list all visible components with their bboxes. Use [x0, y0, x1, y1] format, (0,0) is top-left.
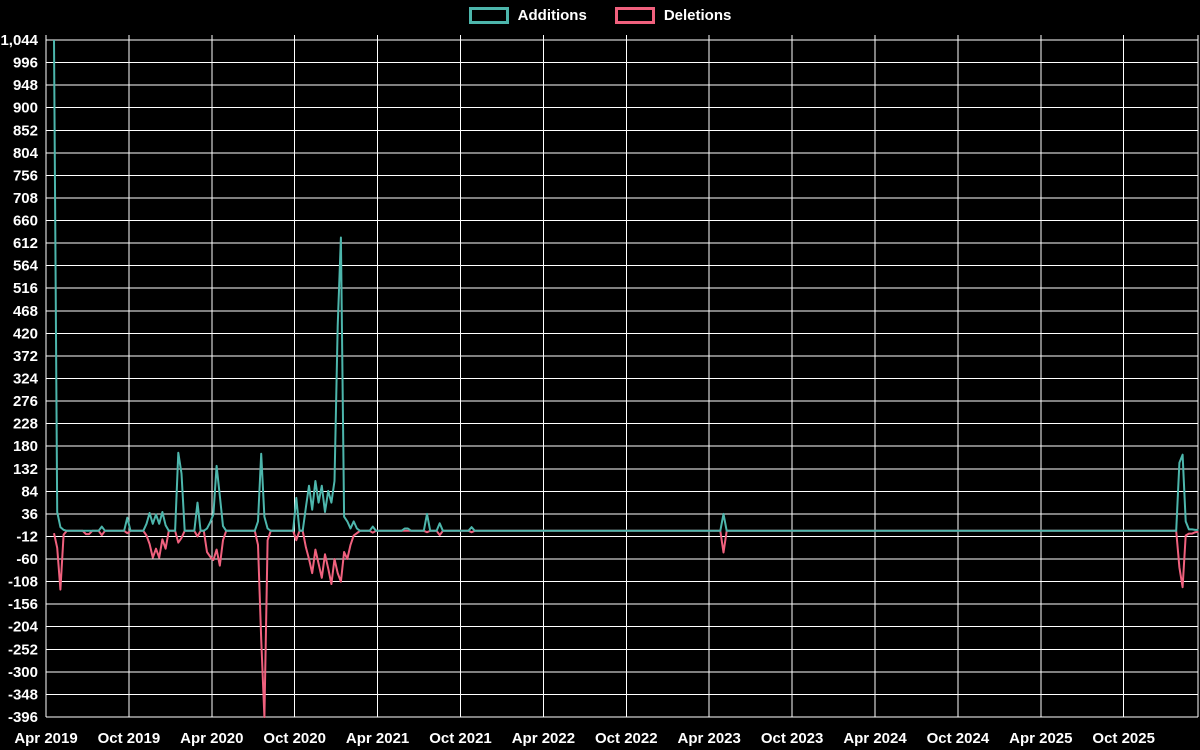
x-axis-label: Oct 2019	[98, 730, 161, 747]
y-axis-label: -12	[16, 529, 38, 546]
y-axis-labels: 1,044 996 948 900 852 804 756 708 660 612 564 516 46…	[0, 32, 38, 726]
y-axis-label: -348	[8, 686, 38, 703]
y-axis-label: 372	[13, 348, 38, 365]
additions-swatch-icon	[468, 7, 509, 24]
y-axis-label: 804	[13, 145, 39, 162]
x-axis-label: Apr 2020	[180, 730, 243, 747]
x-axis-label: Oct 2020	[263, 730, 326, 747]
x-axis-label: Oct 2024	[927, 730, 990, 747]
legend-item-deletions[interactable]: Deletions	[614, 7, 732, 24]
y-axis-label: 84	[21, 483, 38, 500]
legend-item-additions[interactable]: Additions	[468, 7, 587, 24]
y-axis-label: -108	[8, 574, 38, 591]
y-axis-label: -204	[8, 619, 39, 636]
x-axis-labels: Apr 2019 Oct 2019 Apr 2020 Oct 2020 Apr 2021…	[14, 730, 1155, 747]
x-axis-label: Apr 2023	[678, 730, 741, 747]
x-axis-label: Oct 2022	[595, 730, 658, 747]
y-axis-label: -60	[16, 551, 38, 568]
y-axis-label: 900	[13, 100, 38, 117]
y-axis-label: 132	[13, 461, 38, 478]
legend-label-additions: Additions	[517, 7, 587, 24]
deletions-swatch-icon	[614, 7, 655, 24]
x-axis-label: Oct 2023	[761, 730, 824, 747]
y-axis-label: -300	[8, 664, 38, 681]
y-axis-label: 708	[13, 190, 38, 207]
legend-label-deletions: Deletions	[663, 7, 732, 24]
y-axis-label: 948	[13, 77, 38, 94]
y-axis-label: -156	[8, 596, 38, 613]
y-axis-label: 468	[13, 303, 38, 320]
x-axis-label: Oct 2025	[1092, 730, 1155, 747]
y-axis-label: 324	[13, 371, 39, 388]
grid	[45, 35, 1199, 718]
x-axis-label: Apr 2021	[346, 730, 409, 747]
y-axis-label: 420	[13, 325, 38, 342]
y-axis-label: 612	[13, 235, 38, 252]
y-axis-label: -396	[8, 709, 38, 726]
chart-legend: Additions Deletions	[0, 7, 1200, 24]
x-axis-label: Apr 2025	[1009, 730, 1072, 747]
x-axis-label: Oct 2021	[429, 730, 492, 747]
additions-line	[53, 39, 1199, 532]
y-axis-label: 564	[13, 258, 39, 275]
y-axis-label: 516	[13, 280, 38, 297]
x-axis-label: Apr 2022	[512, 730, 575, 747]
y-axis-label: 276	[13, 393, 38, 410]
y-axis-label: 228	[13, 416, 38, 433]
y-axis-label: 180	[13, 438, 38, 455]
y-axis-label: 1,044	[0, 32, 38, 49]
y-axis-label: 660	[13, 213, 38, 230]
y-axis-label: 36	[21, 506, 38, 523]
y-axis-label: 852	[13, 122, 38, 139]
x-axis-label: Apr 2024	[843, 730, 907, 747]
y-axis-label: 756	[13, 167, 38, 184]
y-axis-label: -252	[8, 641, 38, 658]
x-axis-label: Apr 2019	[14, 730, 77, 747]
y-axis-label: 996	[13, 55, 38, 72]
